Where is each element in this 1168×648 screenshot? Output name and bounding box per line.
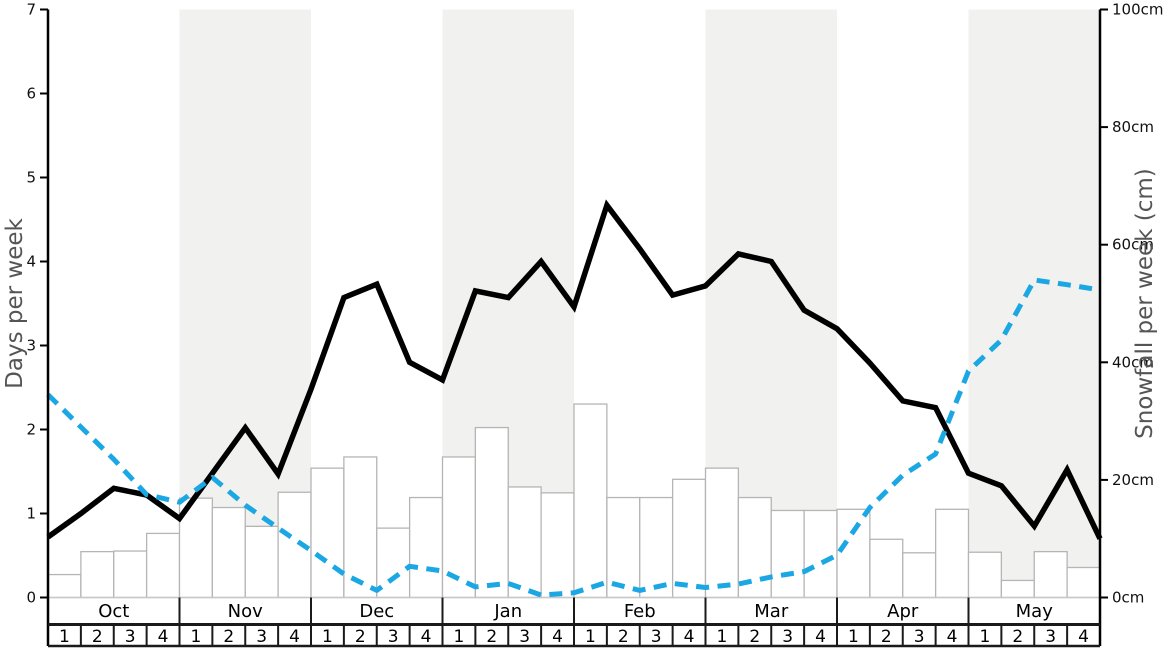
- week-number-label: 2: [749, 627, 760, 647]
- week-number-label: 1: [980, 627, 991, 647]
- month-label: Oct: [98, 601, 129, 622]
- left-axis-tick-label: 7: [26, 1, 36, 19]
- month-label: Apr: [887, 601, 919, 622]
- month-label: Feb: [624, 601, 656, 622]
- snowfall-bar: [934, 508, 970, 599]
- right-axis-tick-label: 80cm: [1112, 118, 1154, 136]
- snowfall-bar: [507, 486, 542, 599]
- snowfall-bar: [671, 478, 707, 599]
- left-axis-tick-label: 6: [26, 85, 36, 103]
- left-axis-tick-label: 4: [26, 253, 36, 271]
- month-shading-band-may: [968, 9, 1100, 598]
- week-number-label: 4: [815, 627, 826, 647]
- week-number-label: 3: [914, 627, 925, 647]
- snowfall-bar: [869, 538, 904, 599]
- snowfall-bar: [704, 467, 740, 599]
- snowfall-bar: [836, 508, 871, 599]
- snowfall-bar: [639, 496, 674, 599]
- snowfall-bar: [573, 403, 608, 599]
- week-number-label: 1: [322, 627, 333, 647]
- week-number-label: 3: [519, 627, 530, 647]
- week-number-label: 1: [848, 627, 859, 647]
- week-number-label: 2: [1012, 627, 1023, 647]
- week-number-label: 2: [618, 627, 629, 647]
- week-number-label: 3: [125, 627, 136, 647]
- days-per-week-line: [46, 199, 1103, 540]
- right-axis-tick-label: 100cm: [1112, 1, 1164, 19]
- snowfall-bar: [211, 506, 246, 599]
- week-number-label: 3: [1045, 627, 1056, 647]
- snowfall-bar: [902, 552, 937, 599]
- snowfall-bar: [113, 550, 148, 599]
- week-number-label: 2: [92, 627, 103, 647]
- month-label: Dec: [359, 601, 394, 622]
- snowfall-line: [46, 277, 1101, 598]
- snowfall-bar: [244, 525, 279, 599]
- week-number-label: 1: [717, 627, 728, 647]
- week-number-label: 4: [1078, 627, 1089, 647]
- week-number-label: 4: [552, 627, 563, 647]
- week-number-label: 4: [421, 627, 432, 647]
- week-number-label: 2: [223, 627, 234, 647]
- left-axis-tick-label: 2: [26, 421, 36, 439]
- snowfall-bar: [343, 456, 378, 599]
- left-axis-title: Days per week: [2, 217, 28, 388]
- week-number-label: 2: [355, 627, 366, 647]
- left-axis-tick-label: 1: [26, 505, 36, 523]
- week-number-label: 3: [782, 627, 793, 647]
- snowfall-bar: [310, 467, 345, 599]
- snowfall-bar: [803, 509, 838, 599]
- snowfall-bar: [408, 496, 444, 599]
- snowfall-bar: [967, 551, 1003, 599]
- week-number-label: 4: [158, 627, 169, 647]
- snowfall-bar: [540, 492, 575, 599]
- snowfall-bar: [1066, 566, 1101, 599]
- month-label: Mar: [754, 601, 789, 622]
- week-number-label: 2: [486, 627, 497, 647]
- week-number-label: 4: [684, 627, 695, 647]
- right-axis-tick-label: 0cm: [1112, 589, 1144, 607]
- week-number-label: 1: [585, 627, 596, 647]
- snowfall-bar: [145, 532, 181, 599]
- week-number-label: 4: [289, 627, 300, 647]
- month-label: Jan: [493, 601, 522, 622]
- snowfall-bar: [770, 509, 805, 599]
- month-label: May: [1016, 601, 1054, 622]
- right-axis-title: Snowfall per week (cm): [1132, 168, 1158, 439]
- right-axis-tick-label: 20cm: [1112, 471, 1154, 489]
- right-axis-tick-label: 60cm: [1112, 236, 1154, 254]
- snowfall-bar: [80, 550, 115, 599]
- left-axis-tick-label: 3: [26, 337, 36, 355]
- week-number-label: 2: [881, 627, 892, 647]
- month-label: Nov: [228, 601, 263, 622]
- week-number-label: 1: [454, 627, 465, 647]
- right-axis-tick-label: 40cm: [1112, 353, 1154, 371]
- snowfall-bar: [1033, 550, 1068, 599]
- week-number-label: 3: [651, 627, 662, 647]
- snowfall-bar: [606, 496, 641, 599]
- week-number-label: 3: [256, 627, 267, 647]
- snowfall-bar: [47, 573, 82, 599]
- week-number-label: 3: [388, 627, 399, 647]
- left-axis-tick-label: 5: [26, 169, 36, 187]
- week-number-label: 4: [947, 627, 958, 647]
- week-number-label: 1: [191, 627, 202, 647]
- snowfall-bar: [1000, 579, 1035, 599]
- left-axis-tick-label: 0: [26, 589, 36, 607]
- snowfall-bar: [474, 426, 509, 599]
- week-number-label: 1: [59, 627, 70, 647]
